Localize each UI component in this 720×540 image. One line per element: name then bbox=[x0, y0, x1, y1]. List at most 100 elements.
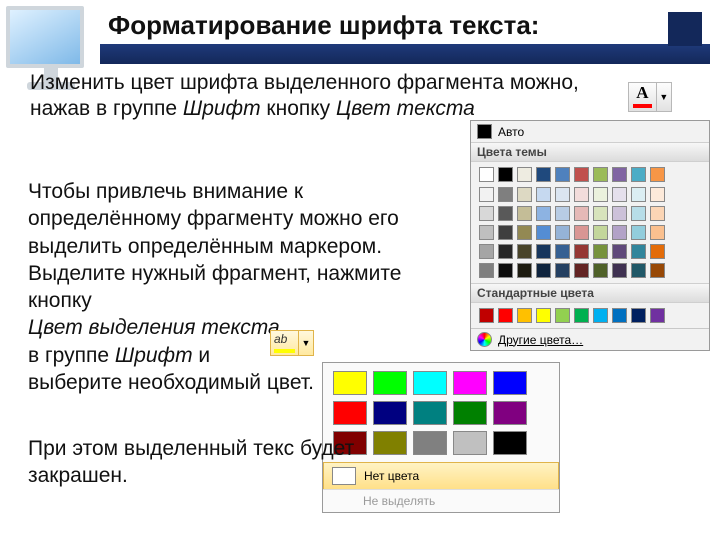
color-swatch[interactable] bbox=[555, 167, 570, 182]
chevron-down-icon[interactable]: ▼ bbox=[298, 331, 313, 355]
color-swatch[interactable] bbox=[612, 225, 627, 240]
color-swatch[interactable] bbox=[498, 263, 513, 278]
color-swatch[interactable] bbox=[574, 225, 589, 240]
highlight-swatch[interactable] bbox=[333, 371, 367, 395]
color-swatch[interactable] bbox=[517, 244, 532, 259]
color-swatch[interactable] bbox=[593, 167, 608, 182]
highlight-swatch[interactable] bbox=[373, 371, 407, 395]
color-swatch[interactable] bbox=[574, 187, 589, 202]
color-swatch[interactable] bbox=[593, 244, 608, 259]
color-swatch[interactable] bbox=[574, 244, 589, 259]
colorwheel-icon bbox=[477, 332, 492, 347]
color-swatch[interactable] bbox=[555, 308, 570, 323]
paragraph-3: При этом выделенный текс будет закрашен. bbox=[28, 435, 388, 490]
color-swatch[interactable] bbox=[593, 263, 608, 278]
color-swatch[interactable] bbox=[536, 263, 551, 278]
color-swatch[interactable] bbox=[536, 167, 551, 182]
more-colors-label: Другие цвета… bbox=[498, 333, 583, 347]
highlight-swatch[interactable] bbox=[413, 431, 447, 455]
color-swatch[interactable] bbox=[536, 187, 551, 202]
color-swatch[interactable] bbox=[574, 308, 589, 323]
color-swatch[interactable] bbox=[650, 225, 665, 240]
color-swatch[interactable] bbox=[593, 187, 608, 202]
chevron-down-icon[interactable]: ▼ bbox=[656, 83, 671, 111]
color-swatch[interactable] bbox=[650, 167, 665, 182]
color-swatch[interactable] bbox=[536, 244, 551, 259]
more-colors-row[interactable]: Другие цвета… bbox=[471, 329, 709, 350]
highlight-swatch[interactable] bbox=[493, 371, 527, 395]
theme-top-row bbox=[471, 162, 709, 187]
color-swatch[interactable] bbox=[498, 225, 513, 240]
color-swatch[interactable] bbox=[612, 187, 627, 202]
color-swatch[interactable] bbox=[479, 263, 494, 278]
color-swatch[interactable] bbox=[479, 167, 494, 182]
font-color-button[interactable]: А ▼ bbox=[628, 82, 672, 112]
color-swatch[interactable] bbox=[612, 308, 627, 323]
font-color-picker: Авто Цвета темы Стандартные цвета Другие… bbox=[470, 120, 710, 351]
color-swatch[interactable] bbox=[536, 206, 551, 221]
highlight-swatch[interactable] bbox=[493, 401, 527, 425]
color-swatch[interactable] bbox=[631, 206, 646, 221]
color-swatch[interactable] bbox=[631, 263, 646, 278]
color-swatch[interactable] bbox=[517, 187, 532, 202]
auto-swatch bbox=[477, 124, 492, 139]
theme-colors-header: Цвета темы bbox=[471, 142, 709, 162]
color-swatch[interactable] bbox=[650, 187, 665, 202]
color-swatch[interactable] bbox=[479, 244, 494, 259]
color-swatch[interactable] bbox=[612, 244, 627, 259]
color-swatch[interactable] bbox=[555, 263, 570, 278]
color-swatch[interactable] bbox=[536, 225, 551, 240]
color-swatch[interactable] bbox=[593, 308, 608, 323]
color-swatch[interactable] bbox=[536, 308, 551, 323]
color-swatch[interactable] bbox=[555, 225, 570, 240]
highlight-swatch[interactable] bbox=[453, 371, 487, 395]
title-band: Форматирование шрифта текста: bbox=[100, 6, 710, 45]
color-swatch[interactable] bbox=[650, 263, 665, 278]
highlight-color-button[interactable]: ab ▼ bbox=[270, 330, 314, 356]
color-swatch[interactable] bbox=[574, 206, 589, 221]
color-swatch[interactable] bbox=[479, 225, 494, 240]
auto-color-row[interactable]: Авто bbox=[471, 121, 709, 142]
color-swatch[interactable] bbox=[479, 308, 494, 323]
standard-colors-header: Стандартные цвета bbox=[471, 283, 709, 303]
color-swatch[interactable] bbox=[650, 308, 665, 323]
color-swatch[interactable] bbox=[574, 167, 589, 182]
highlight-swatch[interactable] bbox=[413, 371, 447, 395]
highlight-swatch[interactable] bbox=[413, 401, 447, 425]
highlight-swatch[interactable] bbox=[333, 401, 367, 425]
color-swatch[interactable] bbox=[479, 206, 494, 221]
color-swatch[interactable] bbox=[498, 308, 513, 323]
color-swatch[interactable] bbox=[517, 263, 532, 278]
color-swatch[interactable] bbox=[631, 187, 646, 202]
color-swatch[interactable] bbox=[517, 206, 532, 221]
color-swatch[interactable] bbox=[612, 167, 627, 182]
color-swatch[interactable] bbox=[574, 263, 589, 278]
color-swatch[interactable] bbox=[650, 244, 665, 259]
highlight-swatch[interactable] bbox=[373, 401, 407, 425]
color-swatch[interactable] bbox=[498, 206, 513, 221]
color-swatch[interactable] bbox=[555, 244, 570, 259]
color-swatch[interactable] bbox=[631, 167, 646, 182]
color-swatch[interactable] bbox=[631, 308, 646, 323]
color-swatch[interactable] bbox=[479, 187, 494, 202]
color-swatch[interactable] bbox=[555, 187, 570, 202]
highlight-swatch[interactable] bbox=[493, 431, 527, 455]
color-swatch[interactable] bbox=[517, 225, 532, 240]
color-swatch[interactable] bbox=[612, 263, 627, 278]
color-swatch[interactable] bbox=[593, 225, 608, 240]
color-swatch[interactable] bbox=[517, 167, 532, 182]
color-swatch[interactable] bbox=[498, 244, 513, 259]
color-swatch[interactable] bbox=[650, 206, 665, 221]
page-title: Форматирование шрифта текста: bbox=[108, 10, 702, 41]
highlight-swatch[interactable] bbox=[453, 431, 487, 455]
color-swatch[interactable] bbox=[498, 167, 513, 182]
color-swatch[interactable] bbox=[631, 225, 646, 240]
highlight-swatch[interactable] bbox=[453, 401, 487, 425]
color-swatch[interactable] bbox=[555, 206, 570, 221]
title-underline bbox=[100, 44, 710, 64]
color-swatch[interactable] bbox=[498, 187, 513, 202]
color-swatch[interactable] bbox=[517, 308, 532, 323]
color-swatch[interactable] bbox=[593, 206, 608, 221]
color-swatch[interactable] bbox=[631, 244, 646, 259]
color-swatch[interactable] bbox=[612, 206, 627, 221]
